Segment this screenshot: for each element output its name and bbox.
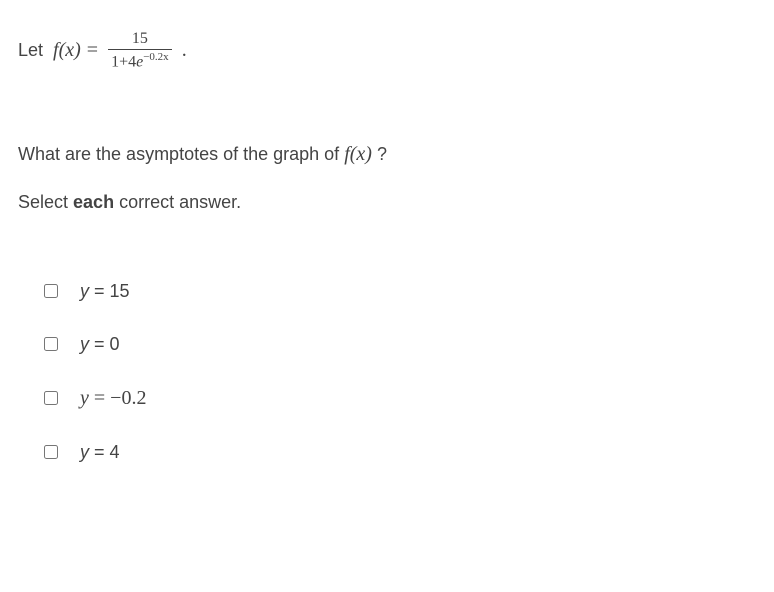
option-label-2: y = 0 <box>80 334 120 355</box>
option-val: 4 <box>110 442 120 462</box>
function-definition: Let f(x) = 15 1+4e−0.2x . <box>18 30 756 71</box>
denom-prefix: 1+4 <box>111 53 136 70</box>
option-eq: = <box>89 387 110 409</box>
let-text: Let <box>18 40 43 61</box>
instruction-pre: Select <box>18 192 73 212</box>
question-pre: What are the asymptotes of the graph of <box>18 144 344 164</box>
option-var: y <box>80 281 89 301</box>
option-checkbox-1[interactable] <box>44 284 58 298</box>
option-row: y = −0.2 <box>44 387 756 410</box>
instruction-post: correct answer. <box>114 192 241 212</box>
option-val: 0 <box>110 334 120 354</box>
option-val: 15 <box>110 281 130 301</box>
option-row: y = 0 <box>44 334 756 355</box>
option-eq: = <box>89 334 110 354</box>
option-label-4: y = 4 <box>80 442 120 463</box>
option-var: y <box>80 387 89 409</box>
option-var: y <box>80 334 89 354</box>
option-var: y <box>80 442 89 462</box>
question-post: ? <box>372 144 387 164</box>
instruction-text: Select each correct answer. <box>18 192 756 213</box>
options-list: y = 15 y = 0 y = −0.2 y = 4 <box>18 281 756 463</box>
denom-exponent: −0.2x <box>143 51 168 63</box>
option-eq: = <box>89 442 110 462</box>
option-label-1: y = 15 <box>80 281 130 302</box>
option-eq: = <box>89 281 110 301</box>
option-checkbox-4[interactable] <box>44 445 58 459</box>
equals-sign: = <box>87 39 98 62</box>
fraction: 15 1+4e−0.2x <box>108 30 172 71</box>
numerator: 15 <box>129 30 151 49</box>
option-row: y = 15 <box>44 281 756 302</box>
question-container: Let f(x) = 15 1+4e−0.2x . What are the a… <box>0 0 774 513</box>
fx-symbol: f(x) <box>53 39 81 62</box>
denominator: 1+4e−0.2x <box>108 49 172 71</box>
trailing-period: . <box>182 39 187 62</box>
question-fx: f(x) <box>344 143 372 165</box>
option-row: y = 4 <box>44 442 756 463</box>
option-val: −0.2 <box>110 387 146 409</box>
question-text: What are the asymptotes of the graph of … <box>18 143 756 166</box>
option-label-3: y = −0.2 <box>80 387 146 410</box>
option-checkbox-3[interactable] <box>44 391 58 405</box>
option-checkbox-2[interactable] <box>44 337 58 351</box>
instruction-bold: each <box>73 192 114 212</box>
